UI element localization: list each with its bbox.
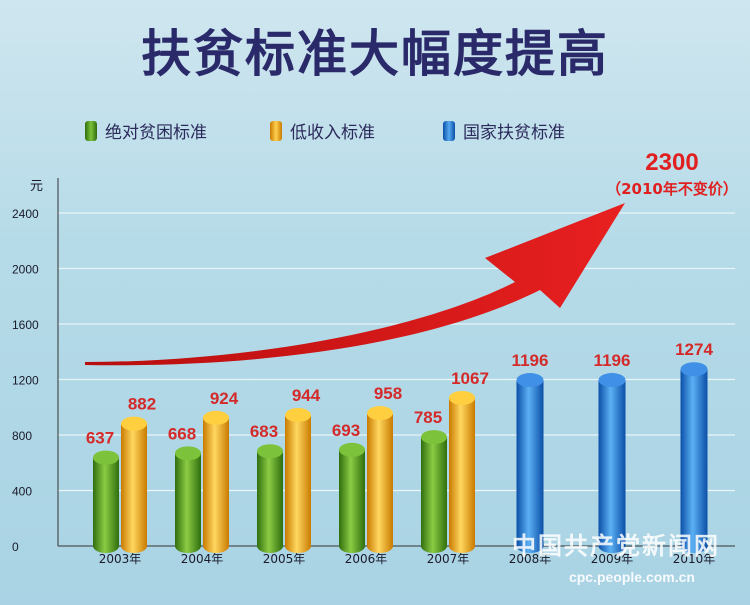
bar (175, 446, 201, 553)
watermark-text: 中国共产党新闻网 (512, 531, 720, 560)
bar (285, 408, 311, 553)
bar (598, 373, 626, 553)
bar-base (257, 539, 283, 553)
data-label: 1196 (512, 351, 549, 370)
legend-label: 低收入标准 (290, 123, 375, 143)
bar-base (449, 539, 475, 553)
x-tick-label: 2010年 (673, 552, 716, 566)
bar-base (680, 539, 708, 553)
data-label: 693 (332, 421, 360, 440)
y-tick-label: 400 (12, 485, 32, 499)
chart-title: 扶贫标准大幅度提高 (141, 25, 609, 83)
data-label: 1196 (594, 351, 631, 370)
bar-base (339, 539, 365, 553)
bar-top (203, 410, 229, 425)
bar-body (598, 380, 626, 546)
bar-top (598, 373, 626, 388)
bar-base (285, 539, 311, 553)
legend: 绝对贫困标准 低收入标准 国家扶贫标准 (85, 118, 725, 144)
bar-top (680, 362, 708, 377)
data-label: 1274 (675, 340, 713, 359)
x-tick-label: 2003年 (99, 552, 142, 566)
data-label: 785 (414, 408, 442, 427)
bar (421, 430, 447, 553)
legend-item-national-standard: 国家扶贫标准 (443, 118, 565, 143)
y-tick-label: 1200 (12, 374, 39, 388)
y-tick-label: 2400 (12, 207, 39, 221)
y-tick-label: 1600 (12, 318, 39, 332)
data-label: 958 (374, 384, 402, 403)
bar-body (93, 457, 119, 546)
bar-base (516, 539, 544, 553)
bar-base (203, 539, 229, 553)
x-tick-label: 2007年 (427, 552, 470, 566)
legend-label: 国家扶贫标准 (463, 123, 565, 143)
data-label: 637 (86, 429, 114, 448)
legend-item-low-income: 低收入标准 (270, 118, 375, 143)
bar-top (175, 446, 201, 461)
annotation-note: （2010年不变价） (606, 180, 738, 198)
x-tick-label: 2004年 (181, 552, 224, 566)
legend-label: 绝对贫困标准 (105, 123, 207, 143)
bar-top (367, 406, 393, 421)
bar (339, 442, 365, 553)
bar-body (339, 449, 365, 546)
bar-top (93, 450, 119, 465)
bar-top (449, 390, 475, 405)
bar-top (121, 416, 147, 431)
bar-top (339, 442, 365, 457)
data-label: 683 (250, 422, 278, 441)
data-label: 1067 (451, 369, 489, 388)
y-tick-label: 0 (12, 540, 19, 554)
bar-body (257, 451, 283, 546)
y-tick-label: 800 (12, 429, 32, 443)
x-tick-label: 2006年 (345, 552, 388, 566)
y-tick-label: 2000 (12, 263, 39, 277)
bar-body (175, 453, 201, 546)
data-label: 668 (168, 424, 196, 443)
legend-item-absolute-poverty: 绝对贫困标准 (85, 118, 207, 143)
bar (93, 450, 119, 553)
bar-base (121, 539, 147, 553)
growth-arrow (85, 203, 625, 366)
bar-top (421, 430, 447, 445)
bar-body (421, 437, 447, 546)
bar (121, 416, 147, 553)
bar-base (367, 539, 393, 553)
bar-top (516, 373, 544, 388)
bar-body (516, 380, 544, 546)
bar-top (285, 408, 311, 423)
legend-swatch-orange (270, 120, 282, 141)
x-tick-label: 2008年 (509, 552, 552, 566)
bar (680, 362, 708, 553)
y-axis-label: 元 (30, 179, 43, 194)
bar-top (257, 444, 283, 459)
annotation-value: 2300 (645, 149, 698, 176)
data-label: 882 (128, 395, 156, 414)
watermark-url: cpc.people.com.cn (568, 569, 695, 585)
bar-base (421, 539, 447, 553)
bar-base (93, 539, 119, 553)
data-label: 924 (210, 389, 239, 408)
bar (203, 410, 229, 553)
bar-body (285, 415, 311, 546)
x-tick-label: 2009年 (591, 552, 634, 566)
data-label: 944 (292, 386, 321, 405)
bar (257, 444, 283, 553)
bar-body (121, 423, 147, 546)
bar-body (680, 369, 708, 546)
bar (449, 390, 475, 553)
bar-base (598, 539, 626, 553)
bar (516, 373, 544, 553)
x-tick-label: 2005年 (263, 552, 306, 566)
bar-base (175, 539, 201, 553)
bar (367, 406, 393, 553)
bar-body (203, 417, 229, 546)
legend-swatch-green (85, 120, 97, 141)
bar-body (367, 413, 393, 546)
legend-swatch-blue (443, 120, 455, 141)
bar-body (449, 397, 475, 546)
